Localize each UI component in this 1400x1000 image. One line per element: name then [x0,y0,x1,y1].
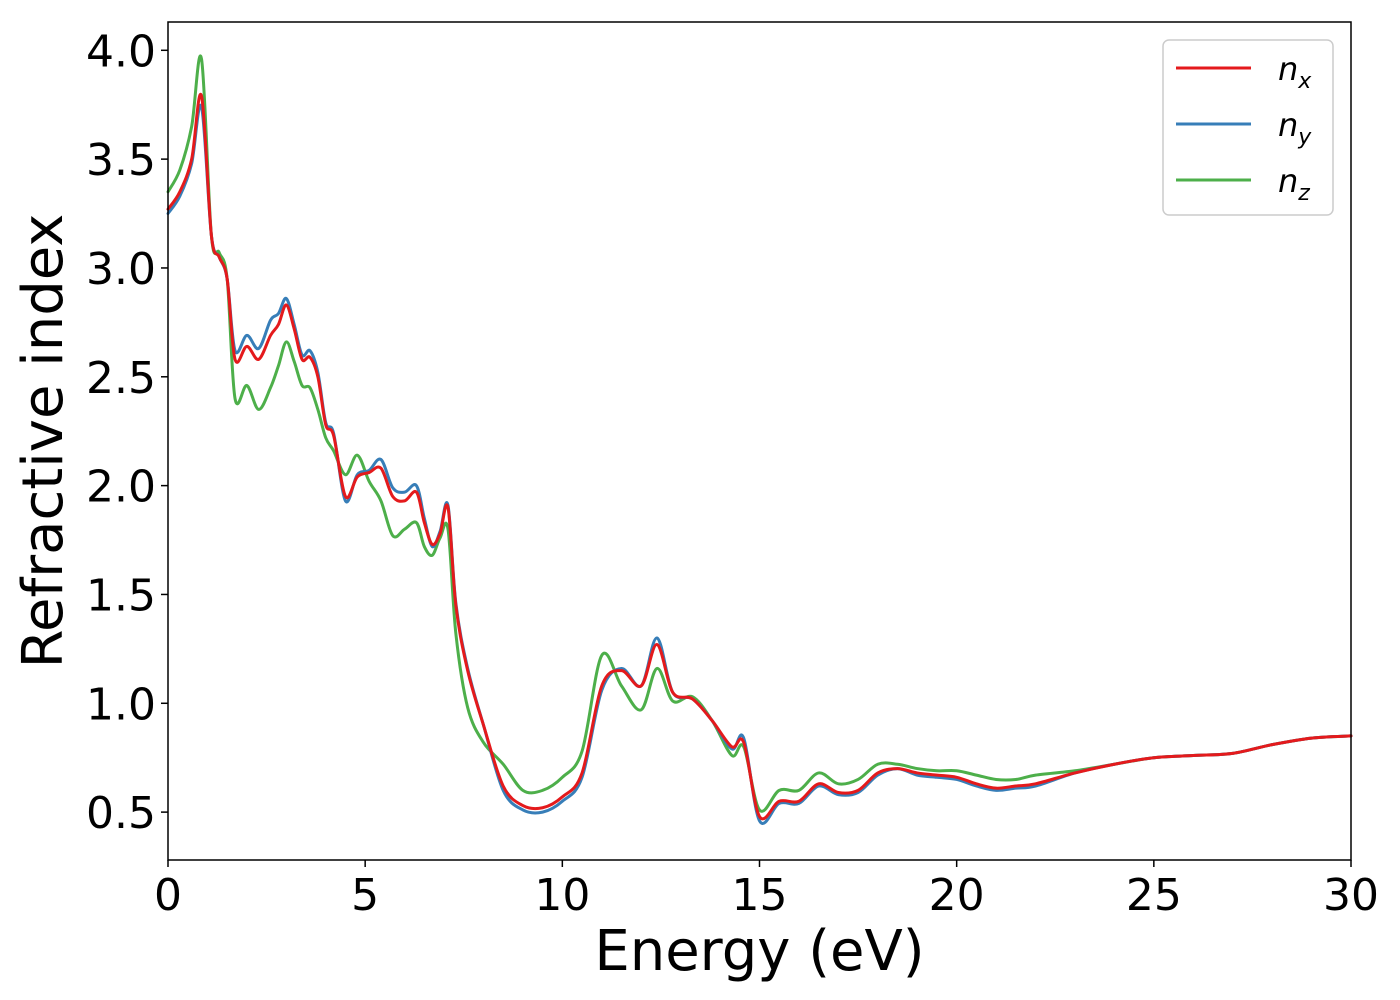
legend-entry-nz: nz [1176,162,1310,206]
legend-label-ny: ny [1278,106,1312,150]
y-tick-label: 3.0 [86,244,156,295]
x-tick-label: 5 [351,870,379,921]
x-tick-label: 15 [732,870,788,921]
series-layer [166,54,1353,825]
legend-label-nx-subscript: x [1297,69,1312,94]
x-tick-label: 25 [1126,870,1182,921]
y-tick-label: 3.5 [86,135,156,186]
legend-label-nz-base: n [1278,162,1298,200]
x-tick-label: 30 [1323,870,1379,921]
legend: nx ny nz [1162,39,1334,216]
x-tick-label: 0 [154,870,182,921]
x-axis-ticks: 0 5 10 15 20 25 30 [154,860,1379,921]
y-tick-label: 0.5 [86,788,156,839]
legend-label-nx: nx [1278,50,1312,94]
legend-label-nx-base: n [1278,50,1298,88]
legend-entry-nx: nx [1176,50,1312,94]
series-line-ny [166,103,1353,825]
legend-box [1162,39,1334,216]
series-line-nx [166,92,1353,821]
y-axis-label: Refractive index [11,214,76,669]
legend-label-ny-subscript: y [1297,125,1312,150]
legend-entry-ny: ny [1176,106,1312,150]
legend-label-nz-subscript: z [1297,181,1310,206]
series-line-nz [166,54,1353,813]
legend-label-ny-base: n [1278,106,1298,144]
x-tick-label: 20 [929,870,985,921]
y-tick-label: 4.0 [86,26,156,77]
x-tick-label: 10 [534,870,590,921]
y-tick-label: 2.0 [86,462,156,513]
x-axis-label: Energy (eV) [594,919,924,984]
y-tick-label: 1.5 [86,570,156,621]
legend-label-nz: nz [1278,162,1310,206]
y-tick-label: 2.5 [86,353,156,404]
y-tick-label: 1.0 [86,679,156,730]
y-axis-ticks: 0.5 1.0 1.5 2.0 2.5 3.0 3.5 4.0 [86,26,168,839]
